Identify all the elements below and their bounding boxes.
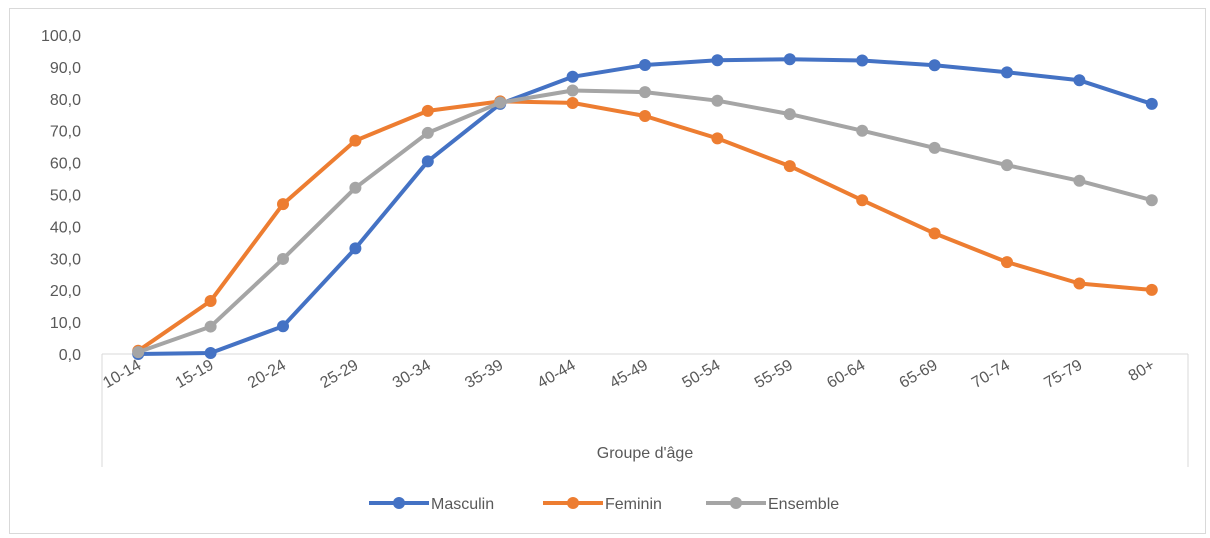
data-point <box>566 84 579 97</box>
data-point <box>783 108 796 121</box>
legend-label: Feminin <box>605 496 662 513</box>
x-tick-label: 50-54 <box>679 357 723 392</box>
data-point <box>421 126 434 139</box>
data-point <box>783 160 796 173</box>
data-point <box>711 94 724 107</box>
data-point <box>494 96 507 109</box>
y-axis-ticks: 0,0 10,0 20,0 30,0 40,0 50,0 60,0 70,0 80,0 90,0 1… <box>41 28 81 364</box>
data-point <box>639 58 651 71</box>
legend-label: Ensemble <box>768 496 839 513</box>
x-tick-label: 55-59 <box>752 357 796 392</box>
series-layer <box>132 53 1158 360</box>
legend-marker <box>730 497 742 509</box>
data-point <box>639 86 651 99</box>
data-point <box>856 124 869 137</box>
data-point <box>711 132 724 145</box>
x-tick-label: 65-69 <box>897 357 941 392</box>
data-point <box>928 227 941 240</box>
legend: Masculin Feminin Ensemble <box>369 496 839 513</box>
y-tick-label: 50,0 <box>50 188 81 205</box>
data-point <box>204 320 217 333</box>
data-point <box>1001 256 1013 269</box>
y-tick-label: 80,0 <box>50 92 81 109</box>
x-tick-label: 15-19 <box>173 357 217 392</box>
data-point <box>566 96 579 109</box>
x-tick-label: 10-14 <box>100 357 144 392</box>
x-tick-label: 30-34 <box>390 357 434 392</box>
y-tick-label: 0,0 <box>59 347 81 364</box>
data-point <box>204 347 217 360</box>
legend-marker <box>567 497 579 509</box>
x-tick-label: 40-44 <box>535 357 579 392</box>
y-tick-label: 100,0 <box>41 28 81 45</box>
data-point <box>783 53 796 66</box>
x-tick-label: 20-24 <box>245 357 289 392</box>
data-point <box>349 181 362 194</box>
legend-label: Masculin <box>431 496 494 513</box>
data-point <box>566 70 579 83</box>
data-point <box>1001 66 1013 79</box>
data-point <box>277 252 289 265</box>
data-point <box>421 155 434 168</box>
x-tick-label: 35-39 <box>462 357 506 392</box>
data-point <box>1145 194 1158 207</box>
x-tick-label: 70-74 <box>969 357 1013 392</box>
data-point <box>1145 97 1158 110</box>
y-tick-label: 30,0 <box>50 251 81 268</box>
data-point <box>856 194 869 207</box>
data-point <box>132 346 145 359</box>
data-point <box>277 198 289 211</box>
y-tick-label: 20,0 <box>50 283 81 300</box>
data-point <box>349 242 362 255</box>
y-tick-label: 40,0 <box>50 219 81 236</box>
data-point <box>204 295 217 308</box>
data-point <box>421 104 434 117</box>
data-point <box>639 110 651 123</box>
data-point <box>856 54 869 67</box>
y-tick-label: 90,0 <box>50 60 81 77</box>
data-point <box>928 59 941 72</box>
data-point <box>1145 283 1158 296</box>
data-point <box>277 320 289 333</box>
y-tick-label: 60,0 <box>50 156 81 173</box>
data-point <box>928 141 941 154</box>
data-point <box>1073 74 1086 87</box>
series-line <box>136 88 1154 355</box>
series-line <box>136 57 1154 356</box>
data-point <box>349 134 362 147</box>
x-tick-label: 45-49 <box>607 357 651 392</box>
x-tick-label: 60-64 <box>824 357 868 392</box>
y-tick-label: 70,0 <box>50 124 81 141</box>
y-tick-label: 10,0 <box>50 315 81 332</box>
data-point <box>1073 277 1086 290</box>
x-axis-title: Groupe d'âge <box>597 445 694 462</box>
data-point <box>711 54 724 67</box>
x-tick-label: 80+ <box>1126 357 1158 385</box>
chart-frame <box>9 8 1206 534</box>
series-line <box>136 99 1154 353</box>
x-axis-ticks: 10-14 15-19 20-24 25-29 30-34 35-39 40-44 45-49… <box>100 357 1158 392</box>
legend-marker <box>393 497 405 509</box>
x-tick-label: 25-29 <box>317 357 361 392</box>
x-tick-label: 75-79 <box>1041 357 1085 392</box>
data-point <box>1073 174 1086 187</box>
data-point <box>1001 159 1013 172</box>
